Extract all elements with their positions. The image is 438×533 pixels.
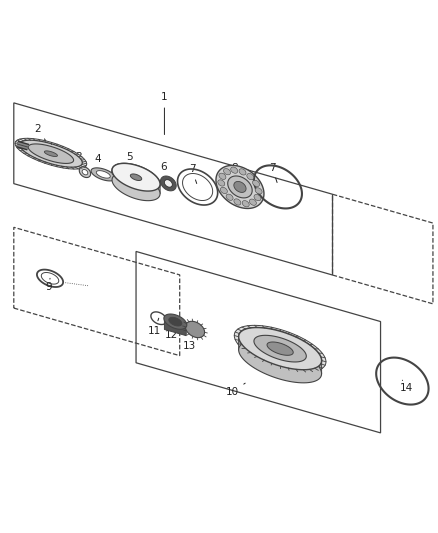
Polygon shape — [112, 173, 160, 200]
Text: 7: 7 — [189, 165, 197, 183]
Polygon shape — [239, 328, 321, 370]
Polygon shape — [28, 144, 74, 164]
Polygon shape — [112, 171, 160, 193]
Polygon shape — [223, 168, 230, 175]
Polygon shape — [112, 164, 160, 191]
Polygon shape — [267, 342, 293, 356]
Text: 7: 7 — [269, 163, 277, 182]
Polygon shape — [15, 138, 87, 169]
Polygon shape — [44, 151, 57, 157]
Polygon shape — [164, 317, 186, 336]
Polygon shape — [160, 176, 176, 191]
Polygon shape — [239, 341, 321, 383]
Polygon shape — [239, 328, 321, 370]
Text: 14: 14 — [400, 380, 413, 393]
Text: 4: 4 — [94, 154, 102, 171]
Polygon shape — [131, 174, 142, 181]
Polygon shape — [234, 325, 326, 372]
Polygon shape — [185, 321, 205, 337]
Text: 10: 10 — [226, 383, 245, 397]
Text: 1: 1 — [161, 92, 168, 134]
Polygon shape — [91, 168, 116, 181]
Polygon shape — [249, 199, 256, 205]
Polygon shape — [228, 176, 252, 198]
Polygon shape — [164, 314, 187, 329]
Polygon shape — [216, 165, 264, 208]
Text: 9: 9 — [46, 278, 52, 292]
Polygon shape — [239, 337, 321, 374]
Polygon shape — [231, 167, 238, 173]
Polygon shape — [242, 200, 249, 207]
Polygon shape — [226, 194, 233, 200]
Polygon shape — [164, 180, 172, 187]
Polygon shape — [218, 180, 225, 186]
Polygon shape — [112, 164, 160, 191]
Text: 2: 2 — [35, 124, 49, 145]
Polygon shape — [220, 187, 227, 193]
Polygon shape — [239, 169, 246, 175]
Polygon shape — [254, 335, 306, 362]
Polygon shape — [79, 167, 91, 177]
Text: 5: 5 — [127, 152, 135, 172]
Polygon shape — [254, 195, 261, 201]
Polygon shape — [169, 317, 182, 326]
Polygon shape — [234, 181, 246, 192]
Text: 8: 8 — [231, 163, 239, 182]
Polygon shape — [253, 180, 260, 187]
Text: 11: 11 — [148, 318, 161, 336]
Polygon shape — [20, 140, 82, 167]
Text: 13: 13 — [183, 332, 196, 351]
Polygon shape — [96, 171, 110, 178]
Polygon shape — [247, 174, 254, 180]
Polygon shape — [82, 169, 88, 175]
Polygon shape — [234, 199, 241, 205]
Text: 12: 12 — [164, 324, 177, 340]
Text: 6: 6 — [160, 162, 167, 180]
Text: 3: 3 — [75, 151, 84, 169]
Polygon shape — [219, 173, 226, 180]
Polygon shape — [255, 188, 262, 194]
